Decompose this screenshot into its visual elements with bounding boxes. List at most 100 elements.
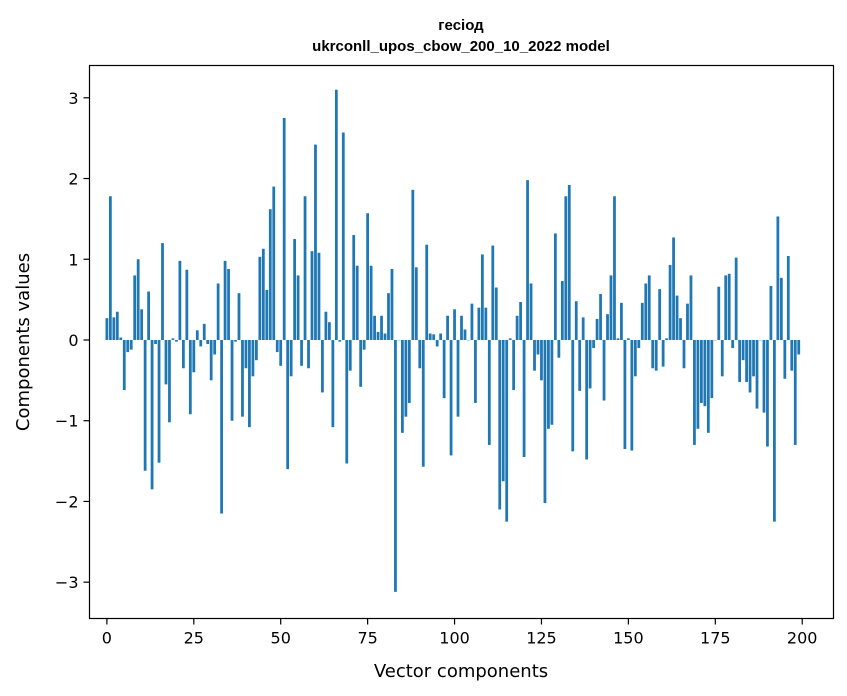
bar: [175, 339, 178, 342]
bar: [310, 251, 314, 340]
bar: [755, 339, 759, 409]
bar: [693, 339, 696, 445]
bar: [383, 333, 387, 340]
bar: [679, 318, 682, 340]
bar: [606, 314, 609, 340]
y-tick-label: 0: [68, 331, 78, 350]
bar: [599, 293, 602, 340]
bar: [731, 339, 735, 349]
bar: [168, 339, 171, 423]
bar: [112, 317, 116, 340]
bar: [373, 315, 376, 340]
bar: [234, 339, 237, 342]
chart-title: гесіод: [438, 17, 484, 34]
bar: [484, 307, 488, 340]
bar: [620, 302, 623, 340]
x-axis-ticks: 0 25 50 75 100 125 150 175 200: [102, 618, 817, 648]
bar: [613, 196, 616, 340]
bar: [108, 196, 112, 340]
bar: [126, 339, 130, 353]
bar: [512, 339, 516, 391]
plot-frame: [88, 64, 835, 620]
bar: [460, 315, 463, 340]
bar: [279, 339, 283, 366]
bar: [324, 311, 328, 340]
x-tick-label: 150: [613, 629, 644, 648]
x-tick-label: 75: [357, 629, 377, 648]
bar: [752, 339, 755, 377]
bar: [769, 285, 773, 340]
bar: [418, 339, 422, 369]
bar: [129, 339, 133, 350]
bar: [171, 338, 175, 340]
bar: [362, 339, 366, 350]
bar: [574, 301, 578, 340]
bar: [553, 233, 557, 340]
bar: [494, 287, 498, 340]
x-axis-label: Vector components: [374, 661, 548, 682]
bar: [665, 338, 669, 340]
bar: [425, 244, 429, 340]
bar: [442, 339, 446, 399]
bar: [202, 323, 206, 340]
bar: [700, 339, 703, 403]
bar: [248, 339, 251, 428]
bar: [376, 331, 380, 340]
bar: [745, 339, 748, 382]
bar: [651, 339, 655, 369]
bar: [154, 339, 157, 345]
bar: [150, 339, 154, 490]
bar: [560, 281, 564, 340]
bar: [779, 277, 783, 340]
bar: [706, 339, 710, 433]
bar: [157, 339, 161, 463]
y-tick-label: 3: [68, 89, 78, 108]
bar: [609, 275, 613, 340]
bar: [265, 289, 269, 340]
bar: [522, 339, 526, 458]
bar: [286, 339, 290, 470]
bar: [122, 339, 126, 391]
bar: [557, 339, 561, 358]
bar: [463, 329, 467, 340]
bar: [258, 256, 262, 340]
bar: [348, 339, 352, 371]
bar: [658, 289, 662, 340]
bar: [654, 339, 658, 371]
y-tick-label: 1: [68, 250, 78, 269]
bar: [793, 339, 797, 445]
bar: [797, 339, 801, 355]
bar: [251, 339, 255, 377]
bar: [181, 339, 185, 369]
bar: [185, 269, 189, 340]
bar: [783, 339, 787, 379]
bar: [254, 339, 258, 361]
bar: [230, 339, 234, 421]
bar: [261, 248, 265, 340]
bar: [741, 339, 745, 361]
bar: [140, 309, 144, 340]
bar: [703, 339, 707, 407]
bar: [508, 338, 512, 340]
bar: [790, 339, 794, 371]
bar: [359, 339, 363, 387]
bar: [623, 339, 627, 449]
bar: [682, 339, 686, 369]
bar: [595, 318, 599, 340]
bar: [564, 196, 568, 340]
bar: [592, 339, 595, 349]
bar: [421, 339, 425, 467]
bar: [334, 89, 338, 340]
bar: [275, 339, 279, 353]
bar: [449, 339, 453, 456]
y-axis-ticks: −3 −2 −1 0 1 2 3: [55, 89, 90, 592]
bar: [133, 275, 137, 340]
bar: [766, 339, 769, 447]
y-tick-label: −3: [55, 573, 79, 592]
bar: [578, 339, 582, 391]
bar: [147, 291, 150, 340]
bar: [581, 317, 585, 340]
bar-series: [105, 89, 801, 592]
bar: [626, 338, 630, 340]
bar: [519, 302, 522, 340]
